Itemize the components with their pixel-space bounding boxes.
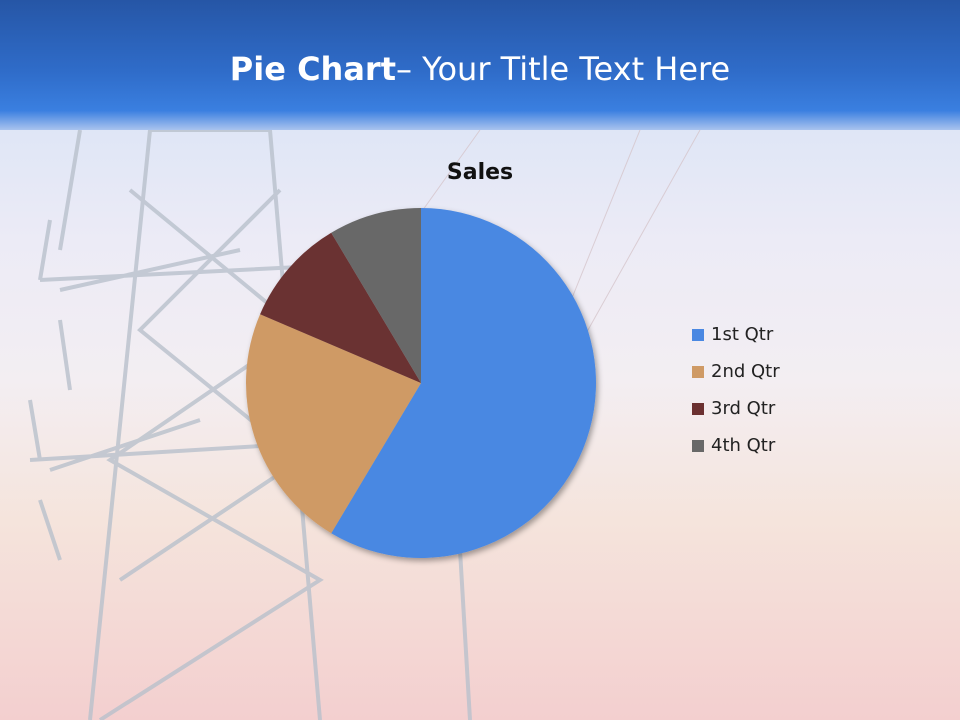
- legend-label: 4th Qtr: [711, 435, 776, 456]
- legend-swatch: [692, 328, 704, 341]
- legend-swatch: [692, 365, 704, 378]
- pie-slice-2: [245, 314, 421, 534]
- legend-label: 1st Qtr: [711, 324, 774, 345]
- chart-title: Sales: [446, 160, 514, 185]
- legend-swatch: [692, 439, 704, 452]
- title-bold: Pie Chart: [229, 50, 396, 88]
- title-bar: [0, 0, 960, 130]
- legend-label: 3rd Qtr: [711, 398, 776, 419]
- power-tower-background: [28, 130, 701, 720]
- legend-label: 2nd Qtr: [711, 361, 780, 382]
- legend-item: 2nd Qtr: [692, 353, 780, 390]
- legend-item: 1st Qtr: [692, 316, 780, 353]
- chart-legend: 1st Qtr 2nd Qtr 3rd Qtr 4th Qtr: [692, 316, 780, 464]
- slide-title: Pie Chart– Your Title Text Here: [0, 50, 960, 88]
- legend-item: 3rd Qtr: [692, 390, 780, 427]
- pie-slice-1: [331, 208, 597, 558]
- legend-swatch: [692, 402, 704, 415]
- title-rest: – Your Title Text Here: [396, 50, 731, 88]
- legend-item: 4th Qtr: [692, 427, 780, 464]
- pie-slice-4: [331, 208, 421, 383]
- pie-slice-3: [260, 232, 421, 383]
